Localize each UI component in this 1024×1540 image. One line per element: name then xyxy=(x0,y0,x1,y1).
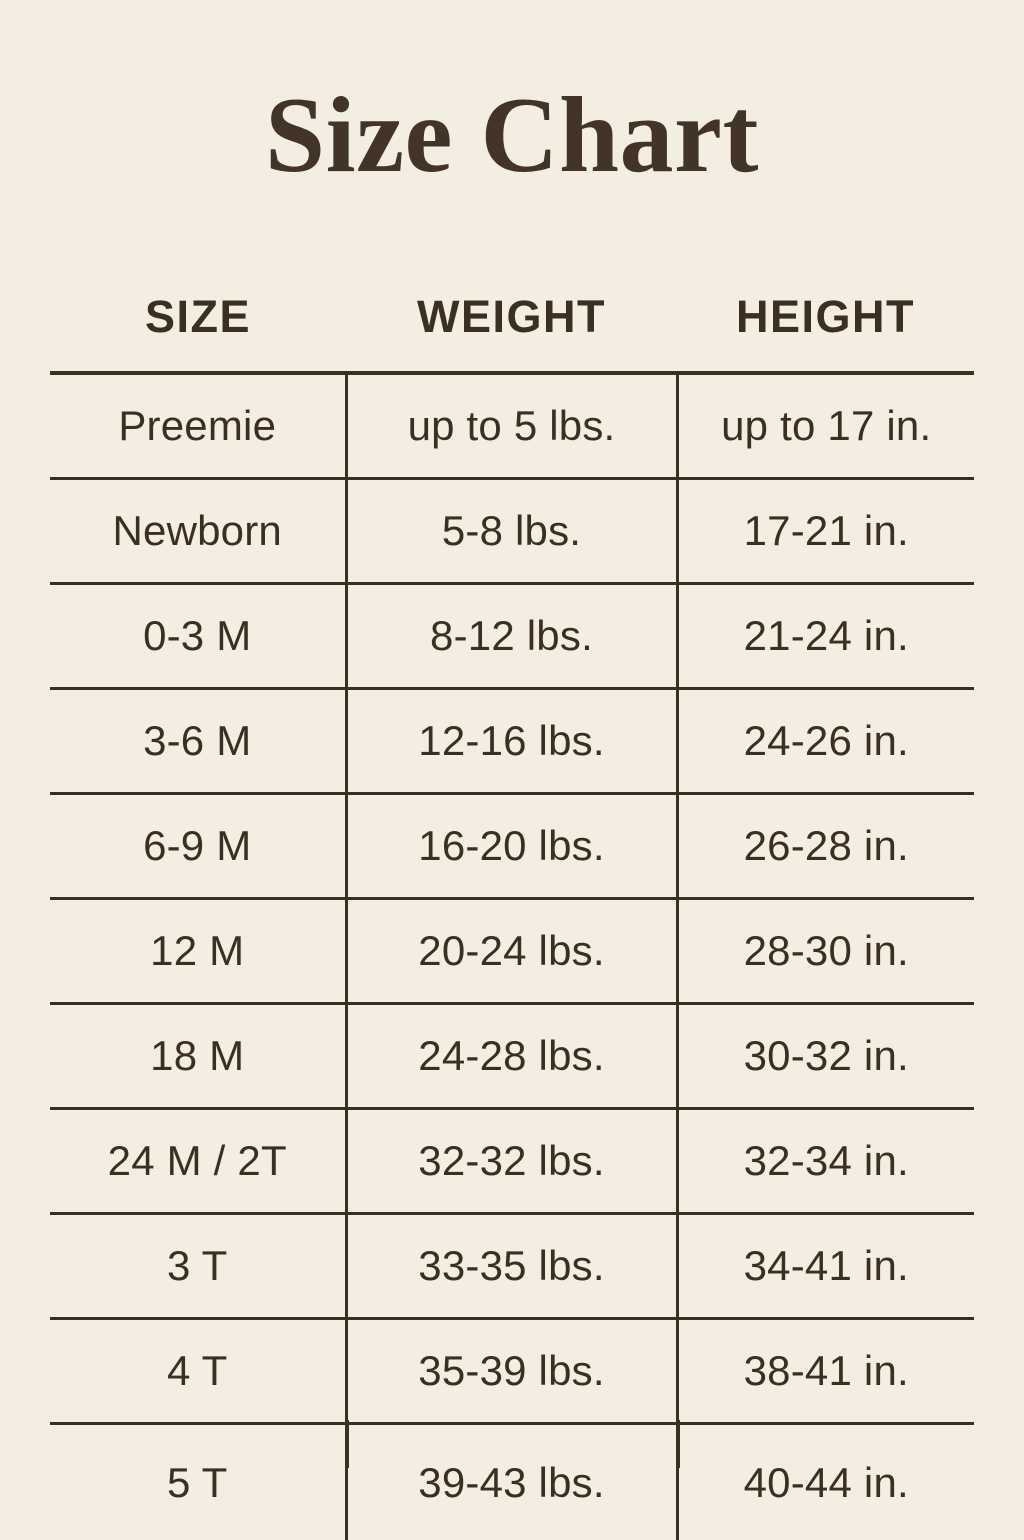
header-row: SIZE WEIGHT HEIGHT xyxy=(50,268,974,373)
cell-height: 38-41 in. xyxy=(677,1319,974,1424)
cell-size: 24 M / 2T xyxy=(50,1109,346,1214)
table-body: Preemie up to 5 lbs. up to 17 in. Newbor… xyxy=(50,373,974,1540)
cell-size: Preemie xyxy=(50,373,346,479)
cell-size: 3-6 M xyxy=(50,689,346,794)
cell-weight: 35-39 lbs. xyxy=(346,1319,677,1424)
cell-height: 30-32 in. xyxy=(677,1004,974,1109)
table-row: 4 T 35-39 lbs. 38-41 in. xyxy=(50,1319,974,1424)
table-row: Newborn 5-8 lbs. 17-21 in. xyxy=(50,479,974,584)
page-title: Size Chart xyxy=(0,78,1024,195)
cell-size: 0-3 M xyxy=(50,584,346,689)
cell-weight: 24-28 lbs. xyxy=(346,1004,677,1109)
table-row: 6-9 M 16-20 lbs. 26-28 in. xyxy=(50,794,974,899)
cell-weight: 12-16 lbs. xyxy=(346,689,677,794)
cell-weight: 5-8 lbs. xyxy=(346,479,677,584)
table-header: SIZE WEIGHT HEIGHT xyxy=(50,268,974,373)
cell-weight: 16-20 lbs. xyxy=(346,794,677,899)
cell-height: 40-44 in. xyxy=(677,1424,974,1540)
table-row: Preemie up to 5 lbs. up to 17 in. xyxy=(50,373,974,479)
cell-size: 5 T xyxy=(50,1424,346,1540)
cell-height: 28-30 in. xyxy=(677,899,974,1004)
table-row: 3 T 33-35 lbs. 34-41 in. xyxy=(50,1214,974,1319)
cell-height: 24-26 in. xyxy=(677,689,974,794)
column-header-weight: WEIGHT xyxy=(346,268,677,373)
cell-weight: 8-12 lbs. xyxy=(346,584,677,689)
cell-height: 26-28 in. xyxy=(677,794,974,899)
cell-weight: 32-32 lbs. xyxy=(346,1109,677,1214)
cell-size: 12 M xyxy=(50,899,346,1004)
cell-size: 18 M xyxy=(50,1004,346,1109)
cell-weight: up to 5 lbs. xyxy=(346,373,677,479)
cell-size: 3 T xyxy=(50,1214,346,1319)
size-chart-table: SIZE WEIGHT HEIGHT Preemie up to 5 lbs. … xyxy=(50,268,974,1540)
cell-height: 21-24 in. xyxy=(677,584,974,689)
cell-height: up to 17 in. xyxy=(677,373,974,479)
column-header-height: HEIGHT xyxy=(677,268,974,373)
cell-height: 34-41 in. xyxy=(677,1214,974,1319)
table-row: 24 M / 2T 32-32 lbs. 32-34 in. xyxy=(50,1109,974,1214)
size-chart-table-wrapper: SIZE WEIGHT HEIGHT Preemie up to 5 lbs. … xyxy=(50,268,974,1540)
cell-height: 17-21 in. xyxy=(677,479,974,584)
cell-size: 4 T xyxy=(50,1319,346,1424)
cell-size: Newborn xyxy=(50,479,346,584)
cell-height: 32-34 in. xyxy=(677,1109,974,1214)
table-row: 12 M 20-24 lbs. 28-30 in. xyxy=(50,899,974,1004)
cell-weight: 20-24 lbs. xyxy=(346,899,677,1004)
table-row: 0-3 M 8-12 lbs. 21-24 in. xyxy=(50,584,974,689)
table-row: 18 M 24-28 lbs. 30-32 in. xyxy=(50,1004,974,1109)
cell-weight: 39-43 lbs. xyxy=(346,1424,677,1540)
column-header-size: SIZE xyxy=(50,268,346,373)
table-row: 5 T 39-43 lbs. 40-44 in. xyxy=(50,1424,974,1540)
cell-weight: 33-35 lbs. xyxy=(346,1214,677,1319)
table-row: 3-6 M 12-16 lbs. 24-26 in. xyxy=(50,689,974,794)
cell-size: 6-9 M xyxy=(50,794,346,899)
